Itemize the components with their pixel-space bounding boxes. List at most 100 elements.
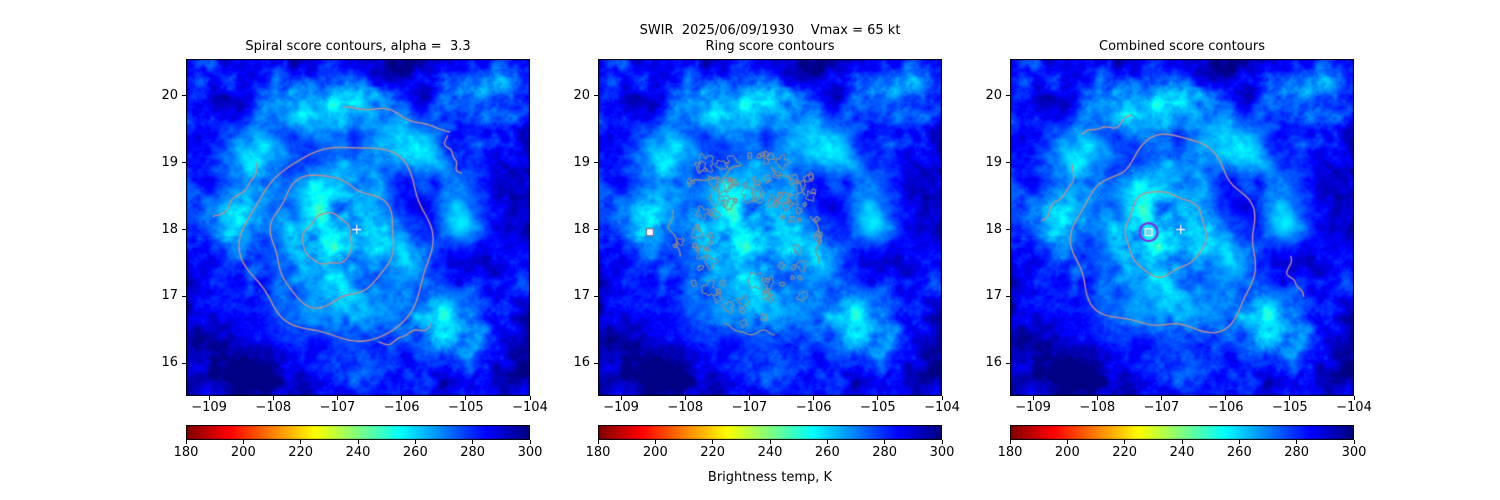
heatmap-spiral-score	[186, 59, 530, 396]
x-tick	[1289, 396, 1291, 400]
heatmap-ring-score	[598, 59, 942, 396]
y-tick-label: 19	[985, 154, 1002, 170]
y-tick	[182, 295, 186, 297]
y-tick	[1006, 162, 1010, 164]
colorbar-tick-label: 200	[642, 445, 668, 460]
x-tick	[941, 396, 943, 400]
y-tick-label: 16	[573, 355, 590, 371]
y-tick-label: 16	[985, 355, 1002, 371]
x-tick	[813, 396, 815, 400]
colorbar-tick	[1181, 440, 1183, 444]
colorbar-tick-label: 240	[757, 445, 783, 460]
x-tick	[684, 396, 686, 400]
colorbar-tick-label: 300	[929, 445, 955, 460]
colorbar-tick	[1296, 440, 1298, 444]
y-tick	[1006, 95, 1010, 97]
x-tick-label: −105	[447, 400, 484, 415]
colorbar-tick	[185, 440, 187, 444]
colorbar-tick-label: 300	[1341, 445, 1367, 460]
y-tick-label: 17	[985, 288, 1002, 304]
colorbar-tick-label: 220	[288, 445, 314, 460]
colorbar-tick-label: 220	[700, 445, 726, 460]
colorbar-tick-label: 180	[997, 445, 1023, 460]
colorbar-tick	[357, 440, 359, 444]
colorbar-tick	[529, 440, 531, 444]
y-tick	[1006, 295, 1010, 297]
y-tick	[182, 362, 186, 364]
colorbar-tick	[1124, 440, 1126, 444]
colorbar-tick-label: 260	[1226, 445, 1252, 460]
colorbar-tick	[1353, 440, 1355, 444]
colorbar-tick	[242, 440, 244, 444]
colorbar-tick	[884, 440, 886, 444]
x-tick	[401, 396, 403, 400]
colorbar-tick-label: 280	[872, 445, 898, 460]
colorbar-tick-label: 200	[1054, 445, 1080, 460]
colorbar-tick-label: 280	[1284, 445, 1310, 460]
x-tick	[1225, 396, 1227, 400]
x-tick-label: −107	[319, 400, 356, 415]
heatmap-combined-score	[1010, 59, 1354, 396]
y-tick	[182, 162, 186, 164]
x-tick-label: −109	[603, 400, 639, 415]
x-tick	[529, 396, 531, 400]
x-tick-label: −106	[383, 400, 420, 415]
x-tick-label: −107	[731, 400, 768, 415]
x-tick-label: −109	[1015, 400, 1051, 415]
colorbar-tick	[472, 440, 474, 444]
colorbar-tick-label: 240	[345, 445, 371, 460]
x-tick-label: −104	[924, 400, 960, 415]
y-tick-label: 20	[573, 87, 590, 103]
y-tick-label: 19	[161, 154, 178, 170]
y-tick-label: 20	[985, 87, 1002, 103]
y-tick	[182, 229, 186, 230]
x-tick-label: −104	[512, 400, 548, 415]
y-tick	[594, 295, 598, 297]
colorbar-tick	[654, 440, 656, 444]
x-tick-label: −105	[859, 400, 896, 415]
x-tick-label: −105	[1271, 400, 1308, 415]
colorbar-tick	[941, 440, 943, 444]
x-tick-label: −109	[191, 400, 227, 415]
x-tick-label: −106	[1207, 400, 1244, 415]
x-tick-label: −104	[1336, 400, 1372, 415]
y-tick-label: 16	[161, 355, 178, 371]
y-tick	[594, 162, 598, 164]
x-tick	[465, 396, 467, 400]
y-tick	[1006, 362, 1010, 364]
x-tick-label: −108	[667, 400, 704, 415]
x-tick	[1353, 396, 1355, 400]
colorbar-tick-label: 260	[814, 445, 840, 460]
x-tick	[272, 396, 274, 400]
colorbar-tick	[1238, 440, 1240, 444]
colorbar-tick	[826, 440, 828, 444]
y-tick	[594, 362, 598, 364]
colorbar-axis-label: Brightness temp, K	[707, 470, 833, 485]
colorbar-tick	[1066, 440, 1068, 444]
colorbar-tick	[712, 440, 714, 444]
colorbar-tick	[300, 440, 302, 444]
x-tick	[748, 396, 750, 400]
colorbar-tick-label: 300	[517, 445, 543, 460]
y-tick	[594, 229, 598, 230]
x-tick	[620, 396, 622, 400]
x-tick-label: −108	[1079, 400, 1116, 415]
colorbar-tick-label: 240	[1169, 445, 1195, 460]
y-tick-label: 18	[161, 221, 178, 237]
panel-title-combined: Combined score contours	[1099, 39, 1265, 54]
colorbar-ring	[598, 425, 942, 440]
y-tick	[1006, 229, 1010, 230]
y-tick-label: 20	[161, 87, 178, 103]
y-tick-label: 18	[985, 221, 1002, 237]
x-tick	[877, 396, 879, 400]
x-tick-label: −106	[795, 400, 832, 415]
panel-title-spiral: Spiral score contours, alpha = 3.3	[245, 39, 471, 54]
colorbar-tick	[769, 440, 771, 444]
y-tick-label: 19	[573, 154, 590, 170]
x-tick	[208, 396, 210, 400]
colorbar-combined	[1010, 425, 1354, 440]
x-tick	[1096, 396, 1098, 400]
x-tick-label: −108	[255, 400, 292, 415]
y-tick-label: 17	[573, 288, 590, 304]
